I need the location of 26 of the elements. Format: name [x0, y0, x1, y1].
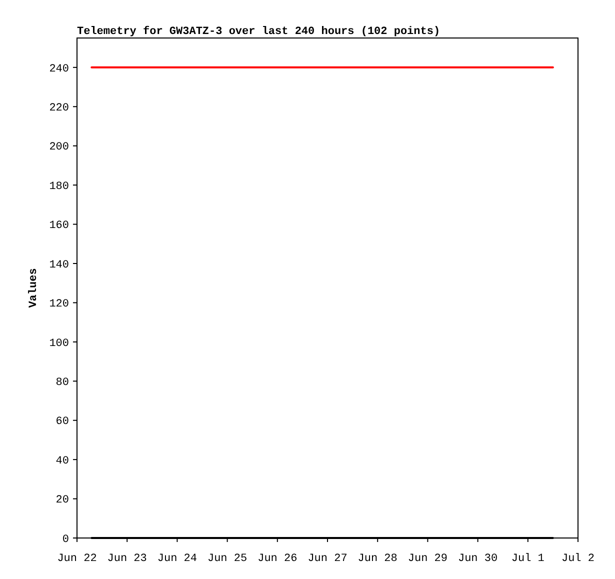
y-tick-label: 240: [49, 63, 69, 76]
x-tick-label: Jul 1: [511, 553, 545, 565]
x-tick-label: Jun 26: [258, 553, 298, 565]
y-axis-title: Values: [28, 268, 40, 308]
y-tick-label: 20: [56, 494, 69, 507]
y-tick-label: 200: [49, 142, 69, 154]
y-tick-label: 40: [56, 455, 69, 468]
y-tick-label: 180: [49, 180, 69, 193]
y-tick-label: 140: [49, 259, 69, 272]
x-tick-label: Jul 2: [561, 553, 595, 565]
y-tick-label: 100: [49, 338, 69, 350]
y-tick-label: 60: [56, 416, 69, 428]
x-tick-label: Jun 30: [458, 553, 498, 565]
y-tick-label: 0: [62, 534, 69, 546]
y-tick-label: 120: [49, 298, 69, 311]
x-tick-label: Jun 23: [107, 553, 147, 565]
y-tick-label: 220: [49, 102, 69, 114]
x-tick-label: Jun 29: [408, 553, 448, 565]
x-tick-label: Jun 22: [57, 553, 97, 565]
x-tick-label: Jun 27: [308, 553, 348, 565]
x-tick-label: Jun 25: [207, 553, 248, 565]
x-tick-label: Jun 28: [358, 553, 398, 565]
x-tick-label: Jun 24: [157, 553, 198, 565]
y-tick-label: 80: [56, 376, 69, 389]
chart-title: Telemetry for GW3ATZ-3 over last 240 hours (102 points): [77, 25, 440, 38]
y-tick-label: 160: [49, 220, 69, 232]
